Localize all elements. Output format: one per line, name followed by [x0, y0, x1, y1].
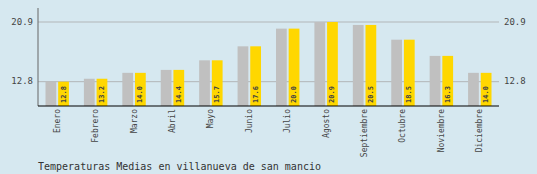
- y-tick-label: 12.8: [11, 76, 33, 86]
- bar: [327, 22, 338, 106]
- chart: 12.8 20.9 12.8 20.9 12.8 13.2 14.0 14.4 15.7 17.6…: [0, 0, 537, 174]
- x-tick-label: Enero: [53, 109, 62, 133]
- x-tick-label: Mayo: [206, 109, 215, 128]
- bar: [97, 79, 108, 106]
- shadow-bar: [353, 25, 364, 106]
- shadow-bar: [468, 73, 479, 106]
- x-axis-line: [38, 106, 499, 107]
- shadow-bar: [391, 40, 402, 106]
- data-label: 13.2: [98, 86, 106, 103]
- bar: [135, 73, 146, 106]
- data-label: 20.9: [328, 86, 336, 103]
- bar: [173, 70, 184, 106]
- x-tick-label: Junio: [245, 109, 254, 133]
- y2-tick-label: 12.8: [504, 76, 526, 86]
- background: [0, 0, 537, 174]
- shadow-bar: [314, 22, 325, 106]
- title: Temperaturas Medias en villanueva de san…: [38, 161, 321, 172]
- bar: [404, 40, 415, 106]
- shadow-bar: [122, 73, 133, 106]
- x-tick-label: Abril: [168, 109, 177, 133]
- shadow-bar: [430, 56, 441, 106]
- data-label: 14.4: [175, 86, 183, 103]
- data-label: 16.3: [444, 86, 452, 103]
- bar: [289, 29, 300, 106]
- data-label: 18.5: [405, 86, 413, 103]
- bar: [212, 60, 223, 106]
- shadow-bar: [45, 82, 56, 106]
- data-label: 14.0: [136, 86, 144, 103]
- bar: [481, 73, 492, 106]
- bars: [45, 22, 491, 106]
- data-label: 20.5: [367, 86, 375, 103]
- y2-tick-label: 20.9: [504, 17, 526, 27]
- bar: [250, 46, 261, 106]
- shadow-bar: [84, 79, 95, 106]
- grid-line: [38, 22, 499, 23]
- bar: [58, 82, 69, 106]
- data-label: 14.0: [482, 86, 490, 103]
- x-tick-label: Julio: [283, 109, 292, 133]
- y-tick-label: 20.9: [11, 17, 33, 27]
- x-tick-label: Agosto: [322, 109, 331, 138]
- shadow-bar: [276, 29, 287, 106]
- data-label: 15.7: [213, 86, 221, 103]
- x-tick-label: Noviembre: [437, 109, 446, 153]
- data-label: 20.0: [290, 86, 298, 103]
- x-tick-label: Septiembre: [360, 109, 369, 157]
- shadow-bar: [161, 70, 172, 106]
- y-axis-line: [38, 8, 39, 106]
- bar: [366, 25, 377, 106]
- data-label: 17.6: [252, 86, 260, 103]
- data-label: 12.8: [60, 86, 68, 103]
- x-tick-label: Marzo: [130, 109, 139, 133]
- shadow-bar: [238, 46, 249, 106]
- bar: [442, 56, 453, 106]
- shadow-bar: [199, 60, 210, 106]
- x-tick-label: Diciembre: [475, 109, 484, 153]
- x-tick-label: Octubre: [398, 109, 407, 143]
- x-tick-label: Febrero: [91, 109, 100, 143]
